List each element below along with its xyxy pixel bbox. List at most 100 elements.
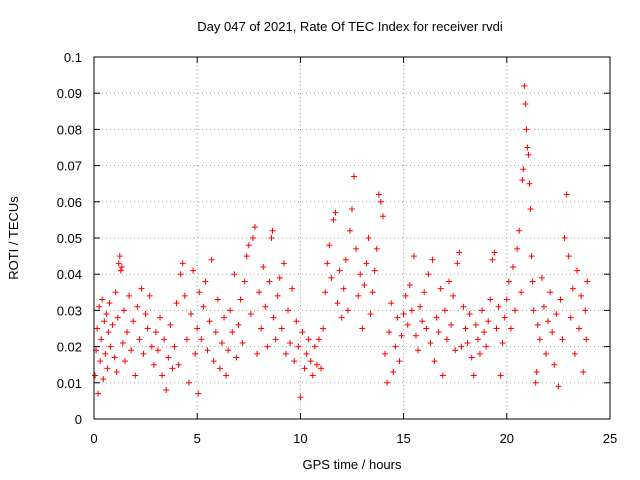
data-point	[324, 260, 331, 267]
data-point	[404, 321, 411, 328]
data-point	[171, 343, 178, 350]
data-point	[487, 296, 494, 303]
y-tick-label: 0.03	[57, 303, 82, 318]
data-point	[169, 365, 176, 372]
data-point	[359, 325, 366, 332]
data-point	[460, 303, 467, 310]
data-point	[576, 325, 583, 332]
data-point	[489, 256, 496, 263]
data-point	[375, 191, 382, 198]
data-point	[326, 242, 333, 249]
data-point	[437, 285, 444, 292]
x-tick-label: 20	[500, 431, 514, 446]
data-point	[456, 249, 463, 256]
data-point	[195, 390, 202, 397]
data-point	[148, 343, 155, 350]
data-point	[272, 336, 279, 343]
data-point	[569, 285, 576, 292]
data-point	[231, 271, 238, 278]
data-point	[476, 350, 483, 357]
plot-frame	[93, 56, 611, 420]
data-point	[421, 289, 428, 296]
data-point	[365, 235, 372, 241]
data-point	[269, 227, 276, 234]
data-point	[105, 329, 112, 336]
data-point	[167, 321, 174, 328]
data-point	[543, 350, 550, 357]
data-point	[120, 307, 127, 314]
data-point	[94, 325, 101, 332]
data-point	[332, 209, 339, 216]
y-tick-label: 0.01	[57, 376, 82, 391]
data-point	[371, 267, 378, 274]
data-point	[336, 267, 343, 274]
x-tick-label: 0	[90, 431, 97, 446]
data-point	[179, 260, 186, 267]
data-point	[555, 383, 562, 390]
data-point	[107, 343, 114, 350]
data-point	[448, 321, 455, 328]
data-point	[142, 311, 149, 318]
data-point	[578, 292, 585, 299]
data-point	[293, 318, 300, 325]
data-point	[104, 365, 111, 372]
data-point	[146, 292, 153, 299]
data-point	[398, 332, 405, 339]
data-point	[121, 358, 128, 365]
data-point	[522, 101, 529, 108]
data-point	[466, 311, 473, 318]
data-point	[427, 339, 434, 346]
data-point	[338, 314, 345, 321]
data-point	[241, 278, 248, 285]
data-point	[173, 300, 180, 307]
data-point	[315, 336, 322, 343]
data-point	[355, 292, 362, 299]
data-point	[198, 336, 205, 343]
data-point	[563, 191, 570, 198]
data-point	[183, 336, 190, 343]
data-point	[527, 206, 534, 213]
data-point	[565, 253, 572, 260]
data-point	[373, 245, 380, 252]
data-point	[144, 325, 151, 332]
x-tick-label: 10	[293, 431, 307, 446]
data-point	[433, 314, 440, 321]
data-point	[382, 350, 389, 357]
data-point	[118, 263, 125, 270]
data-point	[140, 350, 147, 357]
data-point	[134, 303, 141, 310]
data-point	[346, 227, 353, 234]
data-point	[408, 307, 415, 314]
data-point	[251, 224, 258, 231]
data-point	[113, 368, 120, 375]
data-point	[330, 216, 337, 223]
data-point	[311, 343, 318, 350]
data-point	[521, 82, 528, 89]
data-point	[386, 329, 393, 336]
data-point	[307, 358, 314, 365]
y-tick-label: 0.06	[57, 195, 82, 210]
data-point	[334, 300, 341, 307]
data-point	[309, 372, 316, 379]
data-point	[295, 343, 302, 350]
data-point	[163, 387, 170, 394]
data-point	[111, 354, 118, 361]
axis-layer: 0 5 10 15 20 25 0 0.01 0.02 0.03 0.04 0.05 0.06 0.07 0…	[57, 50, 618, 446]
data-point	[97, 358, 104, 365]
data-point	[495, 303, 502, 310]
data-point	[102, 350, 109, 357]
data-point	[188, 311, 195, 318]
data-point	[518, 289, 525, 296]
data-point	[177, 271, 184, 278]
data-point	[458, 343, 465, 350]
data-point	[299, 329, 306, 336]
data-point	[245, 242, 252, 249]
data-point	[529, 278, 536, 285]
data-point	[567, 314, 574, 321]
data-point	[363, 260, 370, 267]
data-points-layer	[92, 82, 591, 401]
data-point	[507, 325, 514, 332]
data-point	[208, 256, 215, 263]
data-point	[524, 144, 531, 151]
data-point	[117, 267, 124, 274]
